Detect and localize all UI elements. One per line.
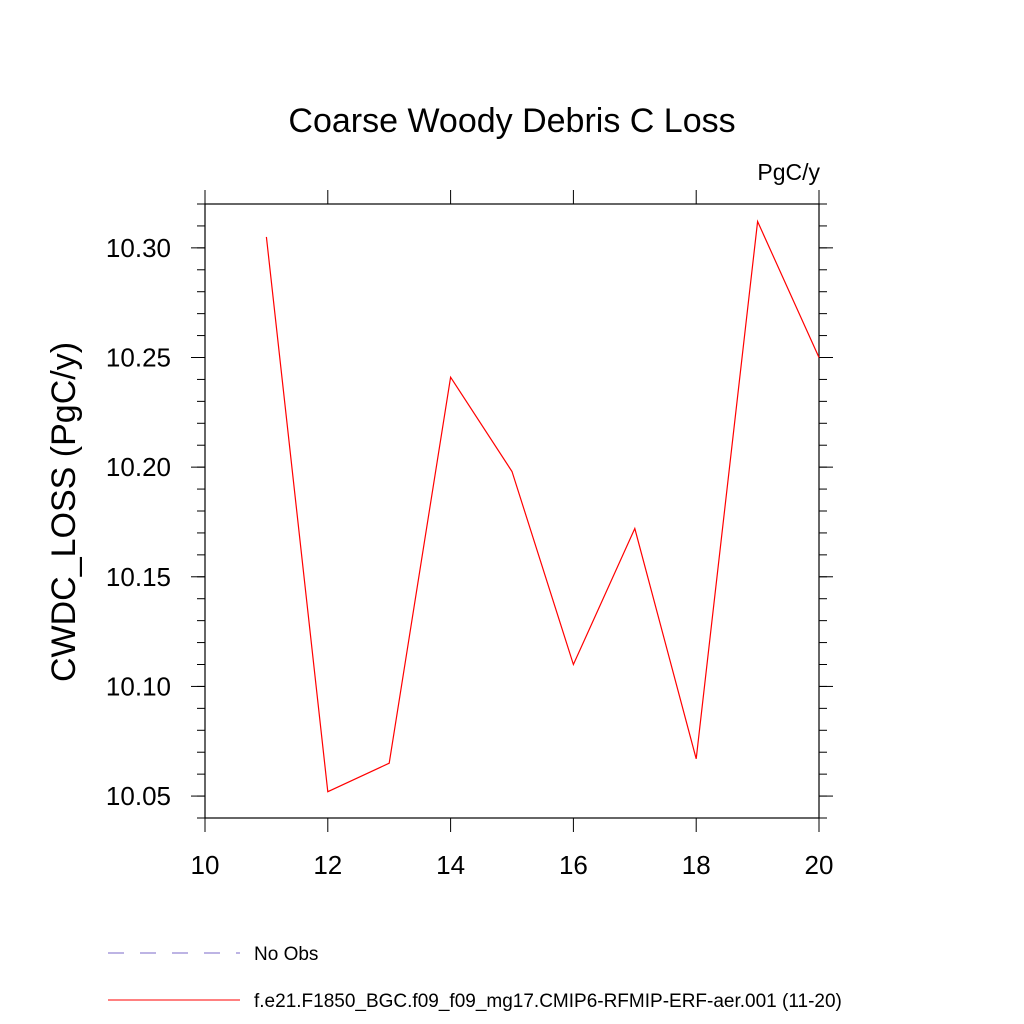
axis-ticks: 10 12 14 16 18 20 10.05 10.10 10.15 10.20 10.25 10.… bbox=[106, 190, 834, 880]
y-tick-label: 10.05 bbox=[106, 781, 171, 811]
data-series bbox=[265, 219, 820, 793]
y-tick-label: 10.15 bbox=[106, 562, 171, 592]
x-tick-label: 10 bbox=[191, 850, 220, 880]
y-tick-label: 10.30 bbox=[106, 233, 171, 263]
y-tick-label: 10.10 bbox=[106, 671, 171, 701]
x-tick-label: 16 bbox=[559, 850, 588, 880]
x-tick-label: 20 bbox=[805, 850, 834, 880]
x-tick-label: 14 bbox=[436, 850, 465, 880]
x-tick-label: 18 bbox=[682, 850, 711, 880]
y-tick-label: 10.20 bbox=[106, 452, 171, 482]
series-line bbox=[265, 219, 820, 793]
chart-title: Coarse Woody Debris C Loss bbox=[288, 102, 735, 140]
units-label: PgC/y bbox=[757, 159, 820, 185]
y-tick-label: 10.25 bbox=[106, 343, 171, 373]
legend-label: No Obs bbox=[254, 944, 318, 965]
x-tick-label: 12 bbox=[313, 850, 342, 880]
y-axis-label: CWDC_LOSS (PgC/y) bbox=[45, 342, 83, 682]
legend-label: f.e21.F1850_BGC.f09_f09_mg17.CMIP6-RFMIP… bbox=[254, 991, 842, 1012]
legend: No Obs f.e21.F1850_BGC.f09_f09_mg17.CMIP6… bbox=[108, 944, 842, 1012]
